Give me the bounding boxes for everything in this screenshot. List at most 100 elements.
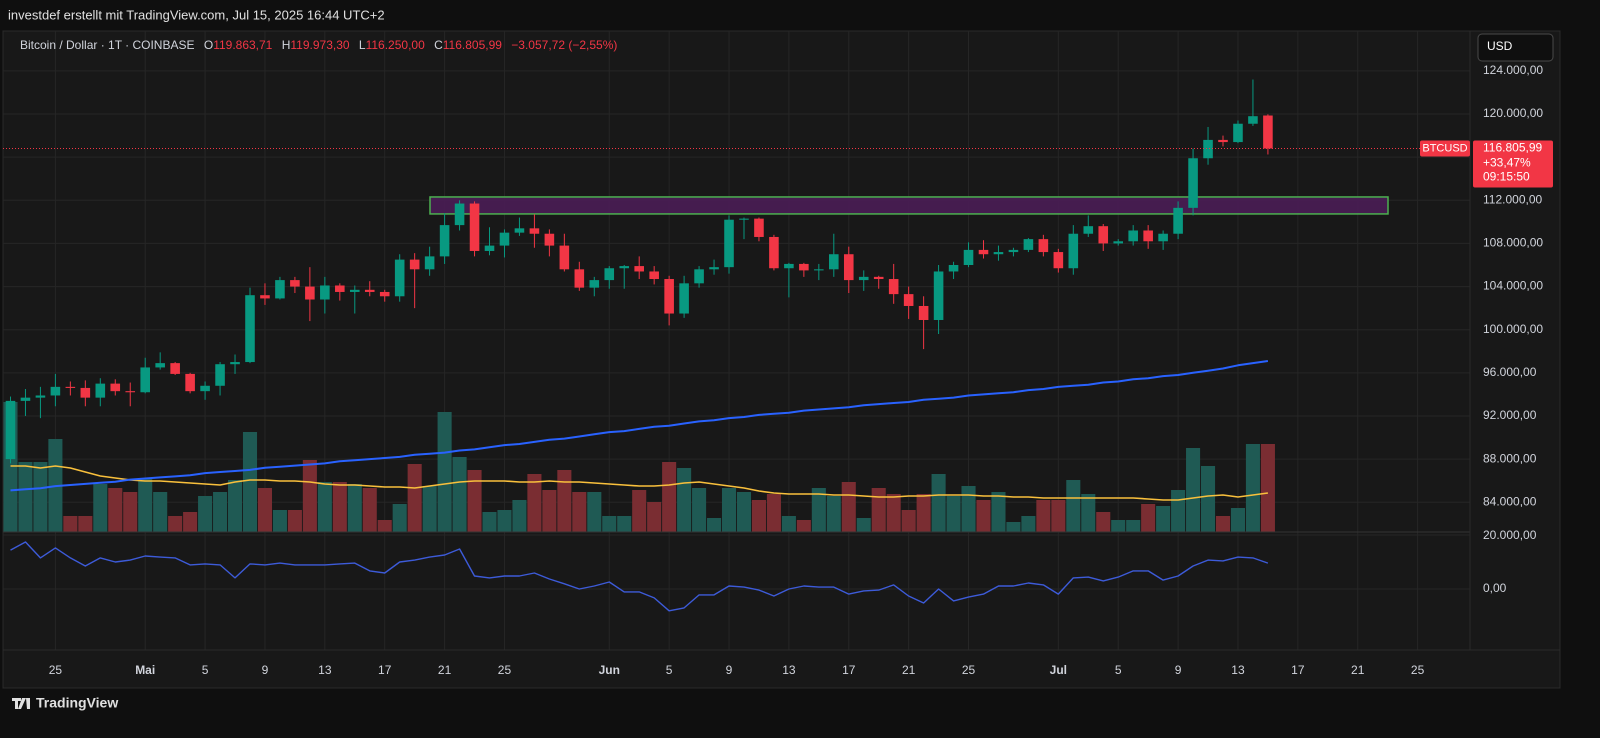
x-tick-label: 17 (842, 663, 856, 677)
x-tick-label: 21 (1351, 663, 1365, 677)
close-label: C (434, 38, 443, 52)
volume-bar (78, 516, 93, 532)
attribution: investdef erstellt mit TradingView.com, … (8, 7, 385, 22)
volume-bar (1186, 448, 1201, 532)
candle-body (978, 249, 989, 255)
candle-body (140, 367, 150, 393)
volume-bar (1111, 520, 1126, 532)
candle-body (155, 363, 165, 368)
candle-body (50, 386, 61, 396)
volume-bar (587, 492, 602, 532)
candle-body (170, 363, 180, 374)
candle-body (469, 203, 480, 251)
high-value: 119.973,30 (290, 38, 349, 52)
symbol: Bitcoin / Dollar · 1T · COINBASE (20, 38, 195, 52)
volume-bar (452, 457, 467, 532)
volume-bar (512, 500, 527, 532)
candle-body (664, 279, 674, 314)
volume-bar (1230, 508, 1246, 532)
close-value: 116.805,99 (443, 38, 502, 52)
volume-bar (1201, 466, 1216, 532)
volume-bar (272, 510, 287, 532)
volume-bar (886, 494, 901, 532)
volume-bar (347, 484, 362, 532)
grid (3, 31, 1470, 650)
volume-ma-line (10, 465, 1269, 501)
candle-body (843, 254, 854, 281)
candle-body (544, 233, 555, 246)
low-label: L (359, 38, 366, 52)
x-tick-label: 25 (1411, 663, 1425, 677)
candle-body (424, 256, 435, 270)
candle-body (948, 265, 959, 272)
volume-bar (362, 488, 377, 532)
volume-bar (317, 482, 332, 532)
candle-body (829, 254, 839, 270)
candle-body (694, 269, 704, 284)
volume-bar (647, 502, 662, 532)
candle-body (574, 269, 585, 288)
volume-bar (93, 484, 108, 532)
candle-body (1098, 226, 1109, 244)
candle-body (514, 228, 525, 233)
candle-body (709, 267, 719, 270)
candle-body (1053, 252, 1064, 269)
candle-body (1068, 233, 1079, 269)
volume-bar (123, 492, 138, 532)
volume-bar (198, 496, 213, 532)
volume-bar (1171, 490, 1186, 532)
candle-body (305, 286, 315, 300)
legend: Bitcoin / Dollar · 1T · COINBASE O119.86… (20, 38, 617, 52)
volume-bar (781, 516, 796, 532)
volume-bar (257, 488, 272, 532)
x-tick-label: 9 (1175, 663, 1182, 677)
x-tick-label: Jul (1050, 663, 1067, 677)
volume-bar (871, 488, 886, 532)
currency-label[interactable]: USD (1487, 39, 1513, 53)
candle-body (1203, 139, 1213, 159)
candle-body (1023, 239, 1034, 250)
x-tick-label: 25 (49, 663, 63, 677)
price-tag-price: 116.805,99 (1483, 141, 1542, 155)
volume-bar (467, 470, 482, 532)
candle-body (619, 266, 630, 269)
volume-bar (377, 520, 392, 532)
price-tag-change: +33,47% (1483, 156, 1531, 170)
volume-bar (33, 462, 48, 532)
candle-body (963, 249, 974, 266)
volume-bar (332, 482, 347, 532)
candle-body (1113, 241, 1124, 244)
volume-bar (108, 488, 123, 532)
volume-bar (931, 474, 946, 532)
symbol-tag-label: BTCUSD (1422, 142, 1467, 154)
candle-body (439, 225, 450, 257)
volume-bar (632, 490, 647, 532)
volume-bar (1051, 500, 1066, 532)
volume-bar (557, 470, 572, 532)
candle-body (1263, 115, 1273, 149)
volume-bar (482, 512, 497, 532)
y-tick-label: 92.000,00 (1483, 408, 1537, 422)
volume-bar (407, 464, 422, 532)
candle-body (1173, 207, 1183, 234)
candle-body (754, 218, 764, 237)
candle-body (200, 385, 210, 392)
y-tick-label: 20.000,00 (1483, 528, 1537, 542)
volume-bar (916, 494, 931, 532)
x-tick-label: 25 (498, 663, 512, 677)
candle-body (739, 218, 749, 220)
volume-bar (1096, 512, 1111, 532)
candle-body (35, 395, 46, 398)
volume-bar (1260, 444, 1275, 532)
candle-body (409, 259, 420, 270)
x-tick-label: 5 (202, 663, 209, 677)
candle-body (769, 236, 779, 269)
candle-body (394, 259, 405, 297)
volume-bar (542, 490, 557, 532)
currency-button[interactable] (1477, 33, 1554, 62)
volume-bar (242, 432, 258, 532)
candle-body (724, 219, 734, 268)
volume-bar (901, 510, 916, 532)
y-tick-label: 124.000,00 (1483, 63, 1543, 77)
x-tick-label: Jun (599, 663, 620, 677)
